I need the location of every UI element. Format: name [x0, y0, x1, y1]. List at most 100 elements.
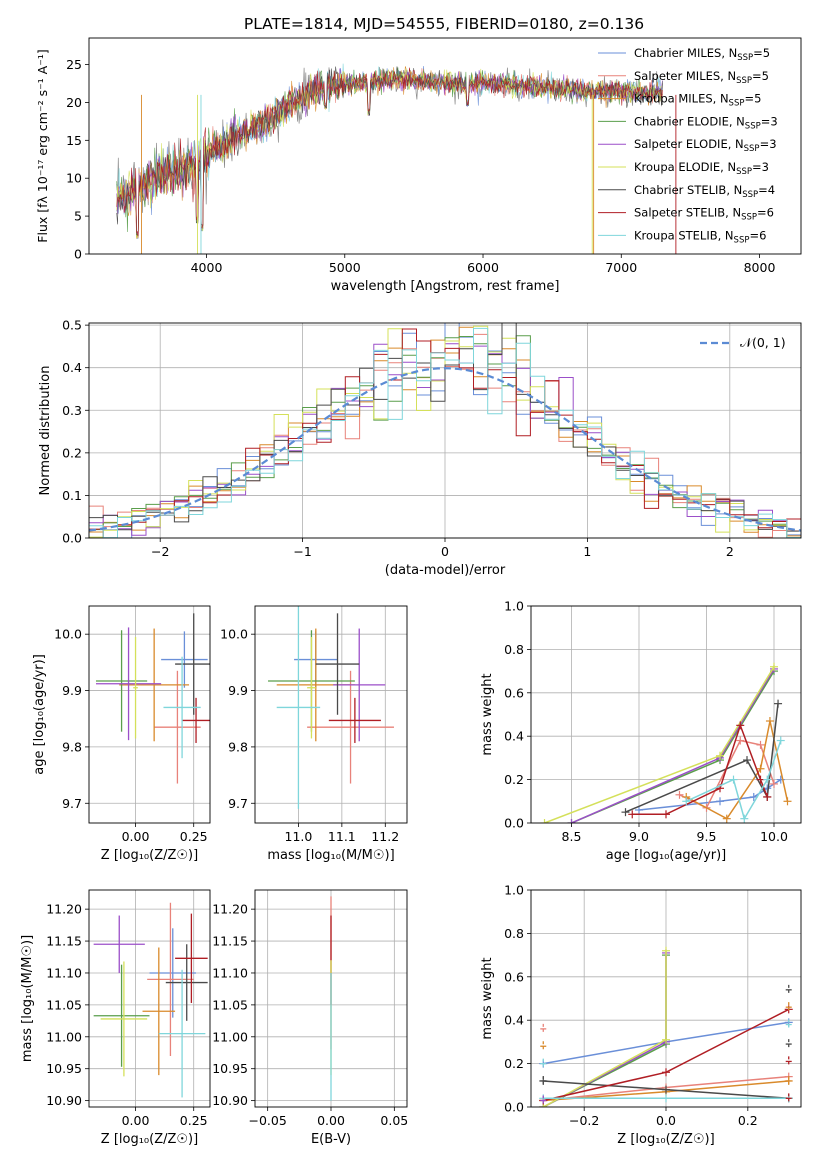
- x-tick-label: 0.00: [122, 1113, 150, 1128]
- legend-subscript: SSP: [744, 144, 760, 154]
- panel-mass_weight_vs_Z: −0.2 0.0 0.2 0.0 0.2 0.4 0.6 0.8 1.0 Z [log₁₀(Z/Z…: [480, 883, 802, 1147]
- legend-value: =5: [752, 69, 769, 83]
- plot-area: [539, 946, 793, 1107]
- legend-entry: Kroupa MILES, NSSP=5: [634, 92, 761, 109]
- x-tick-label: 0.0: [656, 1113, 676, 1128]
- axes: −0.05 0.00 0.05 10.90 10.95 11.00 11.05 11.10 11…: [212, 889, 408, 1147]
- axes: 4000 5000 6000 7000 8000 0 5 10 15 20 25 wavelength…: [35, 37, 802, 294]
- model-spectrum-line: [116, 68, 663, 235]
- x-tick-label: 0.05: [380, 1113, 408, 1128]
- x-tick-label: 9.5: [697, 829, 717, 844]
- weight-line: [571, 668, 775, 823]
- x-tick-label: 6000: [467, 260, 499, 275]
- y-tick-label: 0.5: [62, 318, 82, 333]
- axes-frame: [88, 37, 802, 255]
- axes: 0.00 0.25 10.90 10.95 11.00 11.05 11.10 11.15 11…: [20, 889, 211, 1147]
- x-tick-label: 9.0: [629, 829, 649, 844]
- grid: [255, 606, 407, 823]
- x-axis-label: age [log₁₀(age/yr)]: [606, 848, 727, 863]
- legend-entry: Kroupa STELIB, NSSP=6: [634, 228, 766, 245]
- x-tick-label: −0.2: [569, 1113, 599, 1128]
- y-tick-label: 10.0: [220, 627, 248, 642]
- legend-subscript: SSP: [737, 53, 753, 63]
- y-tick-label: 9.9: [62, 683, 82, 698]
- y-tick-label: 15: [66, 133, 82, 148]
- x-tick-label: 10.0: [760, 829, 788, 844]
- legend-entry: Salpeter ELODIE, NSSP=3: [634, 137, 777, 154]
- y-tick-label: 11.05: [46, 997, 82, 1012]
- weight-line: [542, 955, 667, 1107]
- y-tick-label: 0.8: [504, 642, 524, 657]
- legend-entry: Chabrier ELODIE, NSSP=3: [634, 114, 778, 131]
- y-tick-label: 0.0: [504, 1100, 524, 1115]
- legend-subscript: SSP: [736, 76, 752, 86]
- x-tick-label: 0.25: [180, 1113, 208, 1128]
- y-tick-label: 11.05: [212, 997, 248, 1012]
- panel-mass_vs_ebv: −0.05 0.00 0.05 10.90 10.95 11.00 11.05 11.10 11…: [212, 889, 408, 1147]
- x-axis-label: E(B-V): [311, 1132, 351, 1147]
- y-tick-label: 9.7: [62, 796, 82, 811]
- plot-area: [116, 63, 677, 254]
- x-tick-label: 0.00: [122, 829, 150, 844]
- weight-line: [625, 703, 779, 813]
- legend-value: =3: [752, 160, 769, 174]
- y-tick-label: 0.4: [62, 360, 82, 375]
- x-axis-label: Z [log₁₀(Z/Z☉)]: [101, 1132, 198, 1147]
- x-tick-label: −2: [151, 544, 169, 559]
- x-tick-label: 8.5: [562, 829, 582, 844]
- y-tick-label: 11.00: [212, 1029, 248, 1044]
- y-tick-label: 0.2: [504, 1056, 524, 1071]
- y-tick-label: 0.4: [504, 1013, 524, 1028]
- axes-frame: [530, 889, 802, 1108]
- legend: Chabrier MILES, NSSP=5 Salpeter MILES, NS…: [598, 46, 778, 245]
- y-tick-label: 25: [66, 57, 82, 72]
- x-tick-label: −1: [293, 544, 311, 559]
- plot-area: [540, 662, 792, 823]
- panel-residuals: −2 −1 0 1 2 0.0 0.1 0.2 0.3 0.4 0.5 (data-model)/er…: [38, 318, 802, 578]
- plot-area: [93, 902, 208, 1098]
- panel-mass_vs_Z: 0.00 0.25 10.90 10.95 11.00 11.05 11.10 11.15 11…: [20, 889, 211, 1147]
- legend-subscript: SSP: [745, 121, 761, 131]
- x-tick-label: 11.0: [285, 829, 313, 844]
- y-tick-label: 0.8: [504, 926, 524, 941]
- legend-subscript: SSP: [742, 190, 758, 200]
- y-tick-label: 10: [66, 171, 82, 186]
- legend-entry: Chabrier MILES, NSSP=5: [634, 46, 770, 63]
- legend-value: =5: [753, 46, 770, 60]
- legend-entry: Kroupa ELODIE, NSSP=3: [634, 160, 769, 177]
- y-tick-label: 11.15: [46, 934, 82, 949]
- y-tick-label: 1.0: [504, 599, 524, 614]
- legend-subscript: SSP: [729, 99, 745, 109]
- y-tick-label: 0.2: [62, 445, 82, 460]
- y-tick-label: 10.95: [46, 1061, 82, 1076]
- legend-value: =3: [760, 137, 777, 151]
- y-axis-label: mass weight: [480, 957, 495, 1039]
- legend-subscript: SSP: [741, 213, 757, 223]
- axes: −2 −1 0 1 2 0.0 0.1 0.2 0.3 0.4 0.5 (data-model)/er…: [38, 318, 802, 578]
- axes-frame: [88, 605, 211, 824]
- y-tick-label: 1.0: [504, 883, 524, 898]
- x-tick-label: 11.2: [371, 829, 399, 844]
- x-tick-label: 0.25: [180, 829, 208, 844]
- y-tick-label: 9.7: [228, 796, 248, 811]
- x-tick-label: 4000: [191, 260, 223, 275]
- x-tick-label: 5000: [329, 260, 361, 275]
- panel-age_vs_Z: 0.00 0.25 9.7 9.8 9.9 10.0 Z [log₁₀(Z/Z☉)] age …: [32, 605, 211, 863]
- legend-value: =6: [757, 206, 774, 220]
- y-tick-label: 10.90: [46, 1093, 82, 1108]
- y-tick-label: 9.8: [62, 739, 82, 754]
- panel-mass_weight_vs_age: 8.5 9.0 9.5 10.0 0.0 0.2 0.4 0.6 0.8 1.0 age [log₁…: [480, 599, 802, 863]
- x-axis-label: (data-model)/error: [385, 563, 506, 578]
- histogram-step: [89, 327, 801, 538]
- plot-area: [95, 613, 210, 784]
- y-tick-label: 0.0: [62, 531, 82, 546]
- legend: 𝒩(0, 1): [700, 335, 786, 350]
- y-tick-label: 0.2: [504, 772, 524, 787]
- y-tick-label: 0.6: [504, 685, 524, 700]
- y-tick-label: 11.00: [46, 1029, 82, 1044]
- axes-frame: [88, 889, 211, 1108]
- axes-frame: [254, 605, 408, 824]
- plot-area: [89, 323, 801, 538]
- x-tick-label: 0: [441, 544, 449, 559]
